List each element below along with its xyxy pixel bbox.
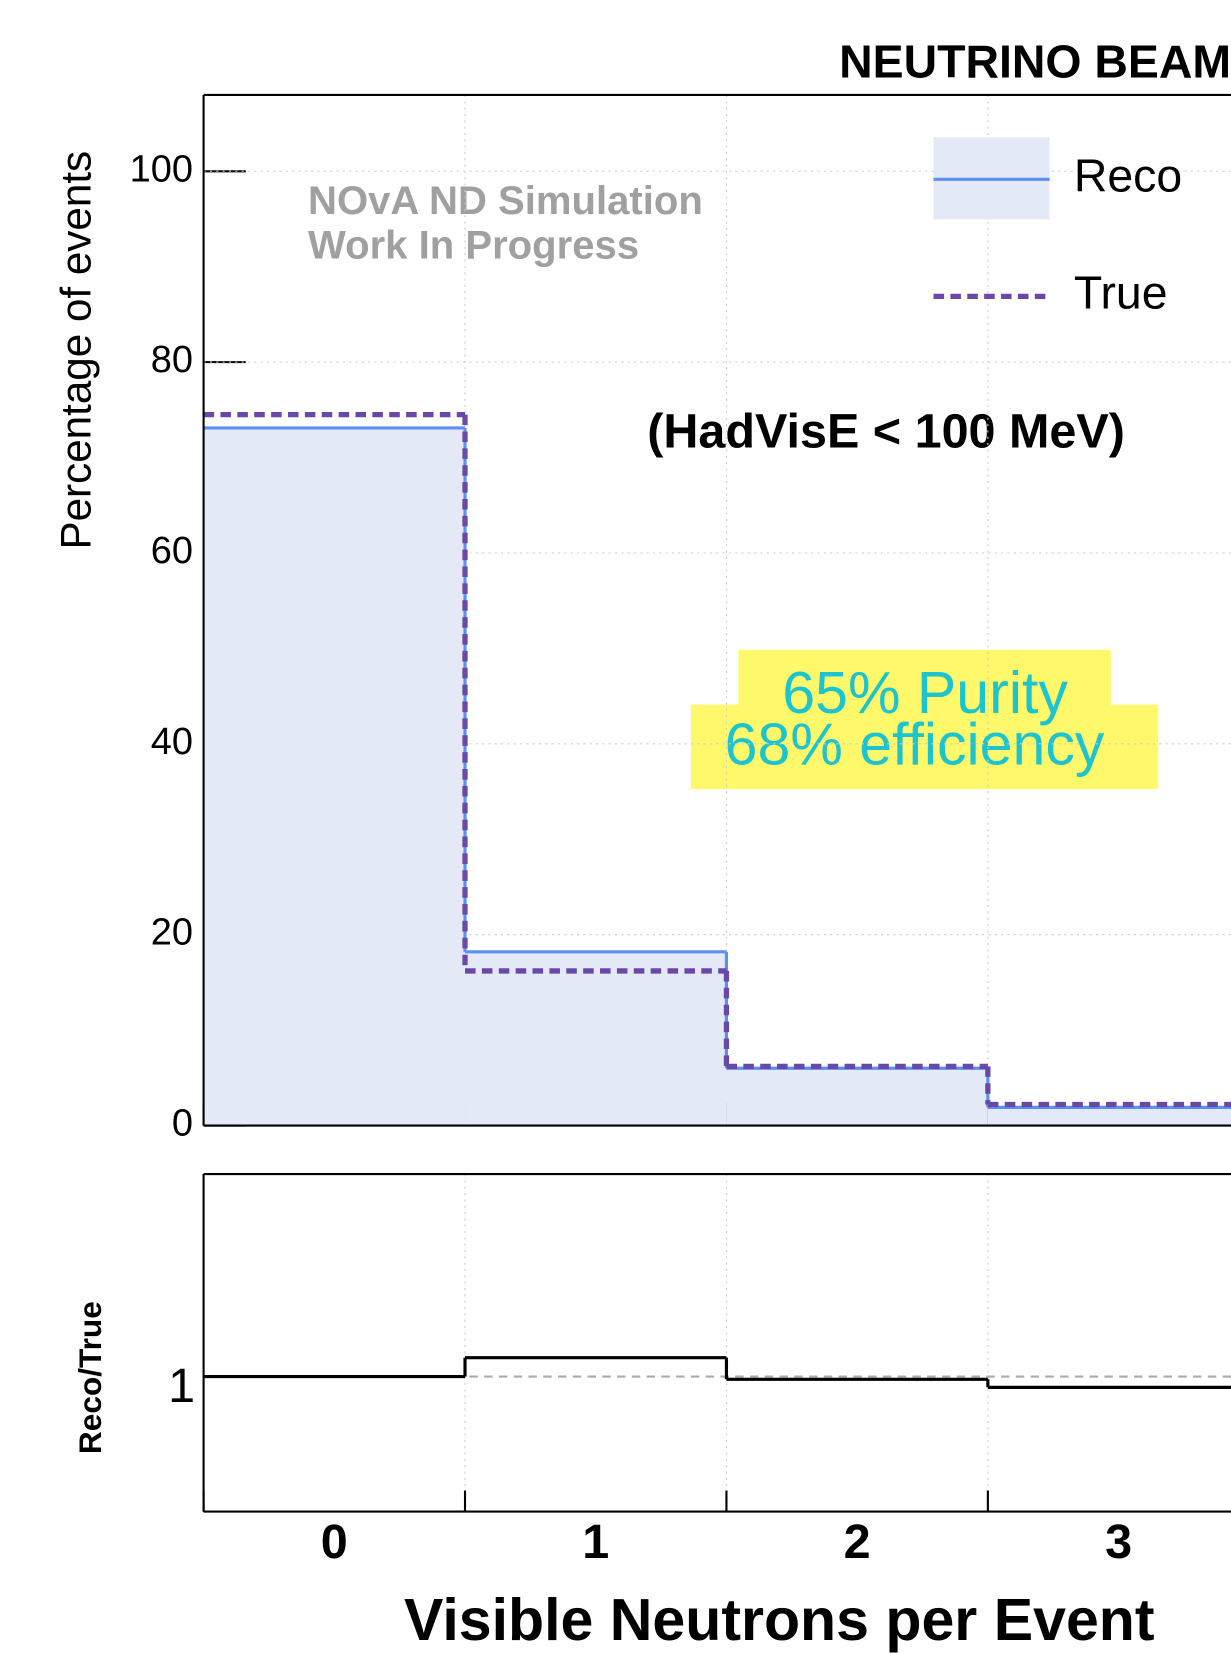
x-axis-label: Visible Neutrons per Event: [404, 1587, 1155, 1653]
y-axis-label: Percentage of events: [52, 151, 99, 550]
bar: [203, 427, 466, 1126]
y-tick-label: 80: [151, 339, 193, 381]
x-tick-label: 1: [582, 1515, 609, 1569]
bar: [726, 1068, 988, 1126]
y-tick-label: 100: [130, 148, 193, 190]
x-tick-label: 2: [844, 1515, 871, 1569]
legend-label: Reco: [1074, 150, 1182, 202]
y-tick-label: 60: [151, 530, 193, 572]
annotation: (HadVisE < 100 MeV): [647, 404, 1125, 458]
legend-label: True: [1074, 267, 1168, 319]
y-tick-label: 40: [151, 721, 193, 763]
annotation: Work In Progress: [308, 223, 639, 267]
chart-title: NEUTRINO BEAM: [839, 36, 1231, 88]
annotation: 65% Purity: [782, 660, 1068, 726]
y-axis-label: Reco/True: [72, 1301, 108, 1454]
x-tick-label: 0: [321, 1515, 348, 1569]
annotation: NOvA ND Simulation: [308, 179, 703, 223]
highlight: [690, 704, 1159, 790]
y-tick-label: 0: [172, 1103, 193, 1145]
x-tick-label: 3: [1105, 1515, 1132, 1569]
y-tick-label: 1: [168, 1359, 195, 1413]
highlight: [738, 649, 1111, 707]
bar: [987, 1107, 1231, 1126]
annotation: 68% efficiency: [725, 712, 1105, 778]
bar: [465, 951, 727, 1126]
y-tick-label: 20: [151, 912, 193, 954]
